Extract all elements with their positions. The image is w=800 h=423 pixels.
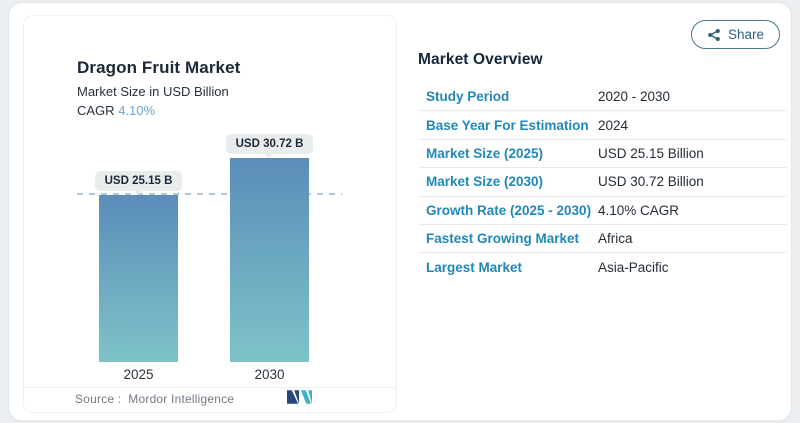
- row-label: Growth Rate (2025 - 2030): [426, 202, 592, 218]
- cagr-value: 4.10%: [118, 103, 156, 118]
- bar-value-label: USD 25.15 B: [104, 175, 173, 187]
- row-value: Asia-Pacific: [598, 260, 669, 276]
- share-label: Share: [727, 27, 764, 42]
- source-divider: [24, 387, 396, 388]
- cagr-line: CAGR 4.10%: [77, 103, 240, 118]
- source-value: Mordor Intelligence: [128, 392, 235, 406]
- mordor-intelligence-logo: [287, 390, 312, 404]
- bar: [99, 195, 178, 362]
- source-label: Source :: [75, 392, 122, 406]
- bar-value-badge: USD 30.72 B: [225, 134, 314, 158]
- bar-column: USD 25.15 B 2025: [94, 171, 183, 382]
- share-nodes-icon: [708, 28, 720, 41]
- table-row: Largest Market Asia-Pacific: [418, 253, 787, 281]
- bar-column: USD 30.72 B 2030: [225, 134, 314, 382]
- row-label: Study Period: [426, 89, 510, 105]
- chart-title: Dragon Fruit Market: [77, 58, 241, 77]
- row-value: USD 25.15 Billion: [598, 145, 704, 161]
- table-row: Base Year For Estimation 2024: [418, 111, 787, 140]
- share-button[interactable]: Share: [690, 20, 780, 49]
- row-label: Base Year For Estimation: [426, 117, 589, 133]
- market-size-chart-panel: Dragon Fruit Market Market Size in USD B…: [23, 15, 397, 413]
- reference-dashed-line: [77, 193, 342, 195]
- bar-value-badge: USD 25.15 B: [94, 171, 183, 195]
- bar: [230, 158, 309, 362]
- bar-value-label: USD 30.72 B: [235, 138, 304, 150]
- table-row: Growth Rate (2025 - 2030) 4.10% CAGR: [418, 197, 787, 225]
- overview-heading: Market Overview: [418, 51, 543, 68]
- chart-subtitle: Market Size in USD Billion: [77, 84, 229, 99]
- report-card: Share Dragon Fruit Market Market Size in…: [8, 2, 792, 421]
- x-axis-label: 2030: [254, 367, 285, 382]
- row-value: 2020 - 2030: [598, 89, 671, 105]
- row-label: Largest Market: [426, 260, 523, 276]
- source-attribution: Source : Mordor Intelligence: [75, 392, 234, 406]
- row-label: Market Size (2030): [426, 174, 544, 190]
- table-row: Market Size (2030) USD 30.72 Billion: [418, 168, 787, 197]
- row-label: Fastest Growing Market: [426, 231, 580, 247]
- badge-caret-icon: [265, 154, 274, 162]
- overview-table: Study Period 2020 - 2030 Base Year For E…: [418, 83, 787, 282]
- row-value: Africa: [598, 231, 633, 247]
- badge-caret-icon: [134, 191, 143, 199]
- row-label: Market Size (2025): [426, 145, 544, 161]
- table-row: Study Period 2020 - 2030: [418, 83, 787, 112]
- table-row: Fastest Growing Market Africa: [418, 225, 787, 254]
- row-value: USD 30.72 Billion: [598, 174, 704, 190]
- cagr-label: CAGR: [77, 103, 115, 118]
- row-value: 2024: [598, 117, 629, 133]
- row-value: 4.10% CAGR: [598, 202, 680, 218]
- chart-header: Dragon Fruit Market Market Size in USD B…: [77, 58, 240, 118]
- x-axis-label: 2025: [123, 367, 154, 382]
- table-row: Market Size (2025) USD 25.15 Billion: [418, 140, 787, 169]
